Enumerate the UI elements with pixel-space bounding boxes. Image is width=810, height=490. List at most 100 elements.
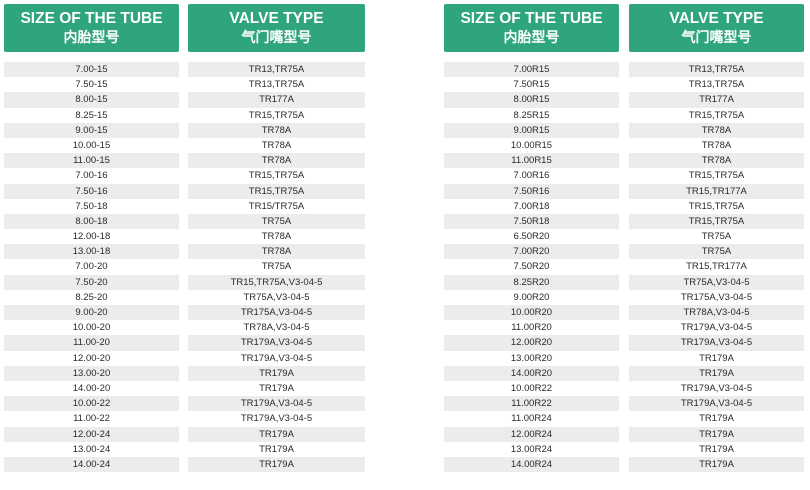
- table-row: 12.00-24 TR179A: [4, 426, 365, 442]
- tube-size-cell: 14.00-24: [4, 456, 179, 473]
- table-row: 11.00-20 TR179A,V3-04-5: [4, 335, 365, 351]
- table-row: 9.00-20 TR175A,V3-04-5: [4, 305, 365, 321]
- valve-type-cell: TR78A: [629, 122, 804, 138]
- table-row: 8.25-20 TR75A,V3-04-5: [4, 289, 365, 305]
- tube-size-cell: 12.00-24: [4, 426, 179, 442]
- table-row: 14.00R24 TR179A: [444, 456, 804, 473]
- table-row: 13.00-24 TR179A: [4, 441, 365, 457]
- tube-size-cell: 7.00R16: [444, 168, 619, 184]
- valve-type-cell: TR15,TR177A: [629, 183, 804, 199]
- table-row: 8.25-15 TR15,TR75A: [4, 107, 365, 123]
- valve-type-cell: TR13,TR75A: [188, 77, 365, 93]
- tube-size-cell: 12.00-20: [4, 350, 179, 366]
- table-row: 8.00-15 TR177A: [4, 92, 365, 108]
- valve-type-cell: TR179A,V3-04-5: [629, 320, 804, 336]
- valve-type-cell: TR175A,V3-04-5: [629, 289, 804, 305]
- table-row: 9.00-15 TR78A: [4, 122, 365, 138]
- tube-size-cell: 10.00R22: [444, 380, 619, 397]
- header-valve-cn: 气门嘴型号: [241, 29, 312, 45]
- table-row: 7.50R16 TR15,TR177A: [444, 183, 804, 199]
- tube-size-cell: 12.00R24: [444, 426, 619, 442]
- header-size-en: SIZE OF THE TUBE: [20, 10, 163, 27]
- valve-type-cell: TR175A,V3-04-5: [188, 305, 365, 321]
- valve-type-cell: TR78A: [188, 244, 365, 260]
- table-row: 7.50-16 TR15,TR75A: [4, 183, 365, 199]
- valve-type-cell: TR13,TR75A: [188, 62, 365, 78]
- valve-type-cell: TR78A: [629, 137, 804, 154]
- table-row: 7.00-15 TR13,TR75A: [4, 62, 365, 78]
- header-valve-en: VALVE TYPE: [669, 10, 764, 27]
- tube-size-cell: 13.00-18: [4, 244, 179, 260]
- table-row: 7.50-15 TR13,TR75A: [4, 77, 365, 93]
- tube-size-cell: 10.00R15: [444, 137, 619, 154]
- valve-type-cell: TR179A: [629, 411, 804, 427]
- table-row: 11.00R24 TR179A: [444, 411, 804, 427]
- header-size-cn: 内胎型号: [503, 29, 560, 45]
- tube-size-cell: 11.00R20: [444, 320, 619, 336]
- valve-type-cell: TR75A,V3-04-5: [629, 274, 804, 290]
- tube-size-cell: 7.50-18: [4, 198, 179, 214]
- tube-size-cell: 9.00R15: [444, 122, 619, 138]
- tube-size-cell: 11.00-22: [4, 411, 179, 427]
- tube-size-cell: 11.00R24: [444, 411, 619, 427]
- table-row: 7.50-18 TR15/TR75A: [4, 198, 365, 214]
- valve-type-cell: TR179A,V3-04-5: [188, 396, 365, 412]
- tube-size-cell: 7.00R15: [444, 62, 619, 78]
- table-row: 14.00-20 TR179A: [4, 380, 365, 397]
- valve-type-cell: TR179A: [188, 441, 365, 457]
- table-row: 7.00R16 TR15,TR75A: [444, 168, 804, 184]
- table-row: 13.00-20 TR179A: [4, 365, 365, 381]
- header-valve-cn: 气门嘴型号: [681, 29, 752, 45]
- table-row: 14.00R20 TR179A: [444, 365, 804, 381]
- valve-type-cell: TR15,TR75A: [629, 213, 804, 230]
- table-row: 11.00R15 TR78A: [444, 153, 804, 169]
- valve-type-cell: TR78A: [188, 122, 365, 138]
- valve-type-cell: TR15,TR75A: [629, 168, 804, 184]
- tube-size-cell: 10.00-22: [4, 396, 179, 412]
- table-row: 12.00-18 TR78A: [4, 229, 365, 245]
- valve-type-cell: TR179A,V3-04-5: [629, 396, 804, 412]
- header-valve-type: VALVE TYPE 气门嘴型号: [188, 4, 365, 52]
- table-row: 8.25R15 TR15,TR75A: [444, 107, 804, 123]
- table-row: 9.00R15 TR78A: [444, 122, 804, 138]
- table-body: 7.00-15 TR13,TR75A 7.50-15 TR13,TR75A 8.00-1…: [4, 62, 365, 473]
- table-row: 8.00-18 TR75A: [4, 213, 365, 230]
- valve-type-cell: TR78A: [188, 137, 365, 154]
- table-row: 12.00R20 TR179A,V3-04-5: [444, 335, 804, 351]
- valve-type-cell: TR15,TR75A: [188, 183, 365, 199]
- table-row: 11.00R22 TR179A,V3-04-5: [444, 396, 804, 412]
- tube-size-cell: 8.00-18: [4, 213, 179, 230]
- table-row: 7.50R20 TR15,TR177A: [444, 259, 804, 275]
- tube-size-cell: 11.00-20: [4, 335, 179, 351]
- tube-size-cell: 12.00-18: [4, 229, 179, 245]
- valve-type-cell: TR179A: [629, 426, 804, 442]
- tube-size-cell: 7.00R20: [444, 244, 619, 260]
- table-row: 7.50R15 TR13,TR75A: [444, 77, 804, 93]
- valve-type-cell: TR75A: [188, 259, 365, 275]
- tube-size-table-left: SIZE OF THE TUBE 内胎型号 VALVE TYPE 气门嘴型号 7…: [4, 4, 365, 473]
- header-size-cn: 内胎型号: [63, 29, 120, 45]
- tube-size-cell: 8.00-15: [4, 92, 179, 108]
- valve-type-cell: TR13,TR75A: [629, 77, 804, 93]
- table-row: 12.00-20 TR179A,V3-04-5: [4, 350, 365, 366]
- table-row: 7.50-20 TR15,TR75A,V3-04-5: [4, 274, 365, 290]
- tube-size-cell: 11.00R15: [444, 153, 619, 169]
- tube-size-cell: 8.25R20: [444, 274, 619, 290]
- tube-size-cell: 8.00R15: [444, 92, 619, 108]
- valve-type-cell: TR78A,V3-04-5: [188, 320, 365, 336]
- valve-type-cell: TR177A: [629, 92, 804, 108]
- table-row: 10.00R20 TR78A,V3-04-5: [444, 305, 804, 321]
- table-row: 11.00-15 TR78A: [4, 153, 365, 169]
- table-row: 11.00-22 TR179A,V3-04-5: [4, 411, 365, 427]
- tube-size-cell: 7.00-20: [4, 259, 179, 275]
- valve-type-cell: TR78A: [188, 229, 365, 245]
- valve-type-cell: TR179A,V3-04-5: [629, 335, 804, 351]
- table-body: 7.00R15 TR13,TR75A 7.50R15 TR13,TR75A 8.00R1…: [444, 62, 804, 473]
- tube-size-cell: 6.50R20: [444, 229, 619, 245]
- table-row: 10.00-15 TR78A: [4, 137, 365, 154]
- valve-type-cell: TR15,TR75A: [629, 107, 804, 123]
- tube-size-cell: 9.00-20: [4, 305, 179, 321]
- valve-type-cell: TR179A,V3-04-5: [629, 380, 804, 397]
- valve-type-cell: TR179A,V3-04-5: [188, 411, 365, 427]
- table-row: 10.00R22 TR179A,V3-04-5: [444, 380, 804, 397]
